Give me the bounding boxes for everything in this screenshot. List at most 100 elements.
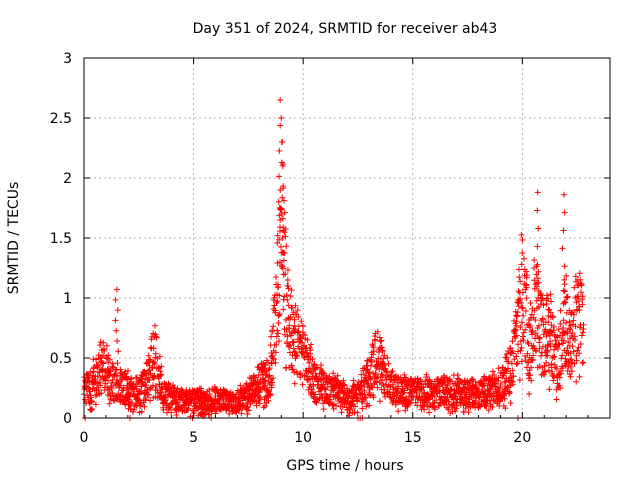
data-point	[530, 264, 537, 271]
data-point	[274, 327, 281, 334]
data-point	[152, 350, 159, 357]
data-point	[311, 395, 318, 402]
data-point	[276, 147, 283, 154]
data-point	[535, 322, 542, 329]
data-point	[517, 324, 524, 331]
data-point	[275, 173, 282, 180]
data-point	[366, 402, 373, 409]
data-point	[145, 352, 152, 359]
data-point	[136, 388, 143, 395]
data-point	[560, 324, 567, 331]
data-point	[570, 317, 577, 324]
data-points	[81, 97, 587, 421]
data-point	[519, 250, 526, 257]
data-point	[282, 270, 289, 277]
data-point	[277, 122, 284, 129]
data-point	[302, 349, 309, 356]
data-point	[85, 374, 92, 381]
data-point	[270, 323, 277, 330]
data-point	[381, 362, 388, 369]
data-point	[523, 268, 530, 275]
data-point	[269, 355, 276, 362]
data-point	[532, 281, 539, 288]
data-point	[497, 381, 504, 388]
data-point	[579, 293, 586, 300]
data-point	[288, 362, 295, 369]
data-point	[280, 183, 287, 190]
data-point	[149, 382, 156, 389]
data-point	[105, 377, 112, 384]
data-point	[509, 338, 516, 345]
data-point	[264, 386, 271, 393]
data-point	[506, 389, 513, 396]
data-point	[518, 261, 525, 268]
data-point	[426, 396, 433, 403]
data-point	[496, 398, 503, 405]
data-point	[266, 365, 273, 372]
data-point	[472, 381, 479, 388]
data-point	[160, 406, 167, 413]
data-point	[310, 382, 317, 389]
data-point	[560, 287, 567, 294]
data-point	[534, 261, 541, 268]
y-tick-label: 2	[63, 171, 72, 187]
data-point	[275, 312, 282, 319]
data-point	[539, 316, 546, 323]
data-point	[87, 406, 94, 413]
data-point	[277, 243, 284, 250]
axis-ticks: 0 5 10 15 20 0 0.5 1 1.5 2 2.5 3	[50, 51, 611, 446]
x-axis-label: GPS time / hours	[286, 458, 403, 474]
data-point	[293, 351, 300, 358]
data-point	[579, 329, 586, 336]
data-point	[123, 373, 130, 380]
data-point	[294, 353, 301, 360]
data-point	[444, 381, 451, 388]
data-point	[561, 281, 568, 288]
data-point	[516, 266, 523, 273]
data-point	[531, 277, 538, 284]
data-point	[515, 348, 522, 355]
data-point	[495, 365, 502, 372]
data-point	[152, 322, 159, 329]
data-point	[281, 331, 288, 338]
data-point	[509, 367, 516, 374]
data-point	[533, 297, 540, 304]
data-point	[510, 373, 517, 380]
data-point	[519, 305, 526, 312]
data-point	[503, 368, 510, 375]
data-point	[362, 394, 369, 401]
data-point	[517, 295, 524, 302]
data-point	[411, 378, 418, 385]
data-point	[93, 356, 100, 363]
data-point	[555, 326, 562, 333]
data-point	[141, 403, 148, 410]
data-point	[369, 342, 376, 349]
data-point	[541, 363, 548, 370]
data-point	[280, 257, 287, 264]
data-point	[294, 371, 301, 378]
data-point	[382, 365, 389, 372]
data-point	[469, 376, 476, 383]
data-point	[551, 373, 558, 380]
data-point	[530, 352, 537, 359]
data-point	[485, 407, 492, 414]
data-point	[112, 317, 119, 324]
data-point	[517, 278, 524, 285]
data-point	[98, 390, 105, 397]
data-point	[536, 345, 543, 352]
data-point	[147, 370, 154, 377]
data-point	[458, 389, 465, 396]
data-point	[575, 344, 582, 351]
data-point	[309, 356, 316, 363]
data-point	[531, 257, 538, 264]
data-point	[560, 191, 567, 198]
data-point	[97, 382, 104, 389]
data-point	[272, 349, 279, 356]
data-point	[576, 270, 583, 277]
data-point	[385, 360, 392, 367]
data-point	[260, 378, 267, 385]
data-point	[291, 316, 298, 323]
data-point	[256, 379, 263, 386]
data-point	[475, 404, 482, 411]
data-point	[527, 322, 534, 329]
